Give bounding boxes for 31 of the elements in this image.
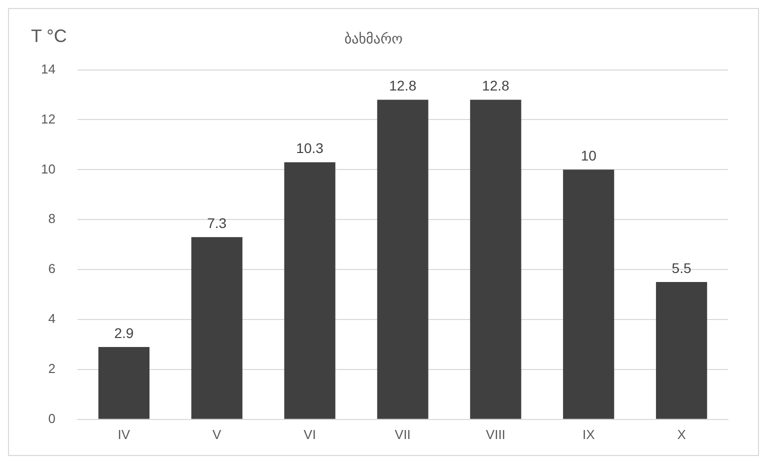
bar xyxy=(656,282,708,419)
data-label: 5.5 xyxy=(672,260,692,276)
y-tick-label: 12 xyxy=(40,111,56,126)
y-tick-label: 14 xyxy=(40,61,56,76)
bar xyxy=(98,346,150,419)
chart-title: ბახმარო xyxy=(344,30,403,46)
y-tick-label: 2 xyxy=(48,361,56,376)
y-tick-label: 10 xyxy=(40,161,56,176)
x-tick-label: X xyxy=(677,426,686,442)
y-tick-label: 0 xyxy=(48,410,56,426)
bar xyxy=(563,170,614,419)
data-label: 12.8 xyxy=(482,78,510,94)
y-tick-label: 4 xyxy=(48,311,56,326)
data-label: 10 xyxy=(580,148,597,164)
x-tick-label: IX xyxy=(582,426,596,442)
data-label: 2.9 xyxy=(114,324,134,341)
bar xyxy=(377,100,428,419)
x-tick-label: V xyxy=(212,426,222,442)
data-label: 12.8 xyxy=(389,78,417,94)
x-tick-label: VI xyxy=(304,426,316,442)
x-tick-label: IV xyxy=(118,426,130,442)
bar xyxy=(470,100,522,419)
y-axis-title: T °C xyxy=(31,26,67,46)
y-tick-label: 6 xyxy=(48,261,56,276)
data-label: 7.3 xyxy=(207,214,227,231)
bar xyxy=(191,237,242,419)
y-tick-label: 8 xyxy=(48,211,56,226)
bar xyxy=(284,162,336,419)
x-tick-label: VII xyxy=(394,426,411,442)
x-tick-label: VIII xyxy=(486,426,506,442)
data-label: 10.3 xyxy=(296,140,324,156)
